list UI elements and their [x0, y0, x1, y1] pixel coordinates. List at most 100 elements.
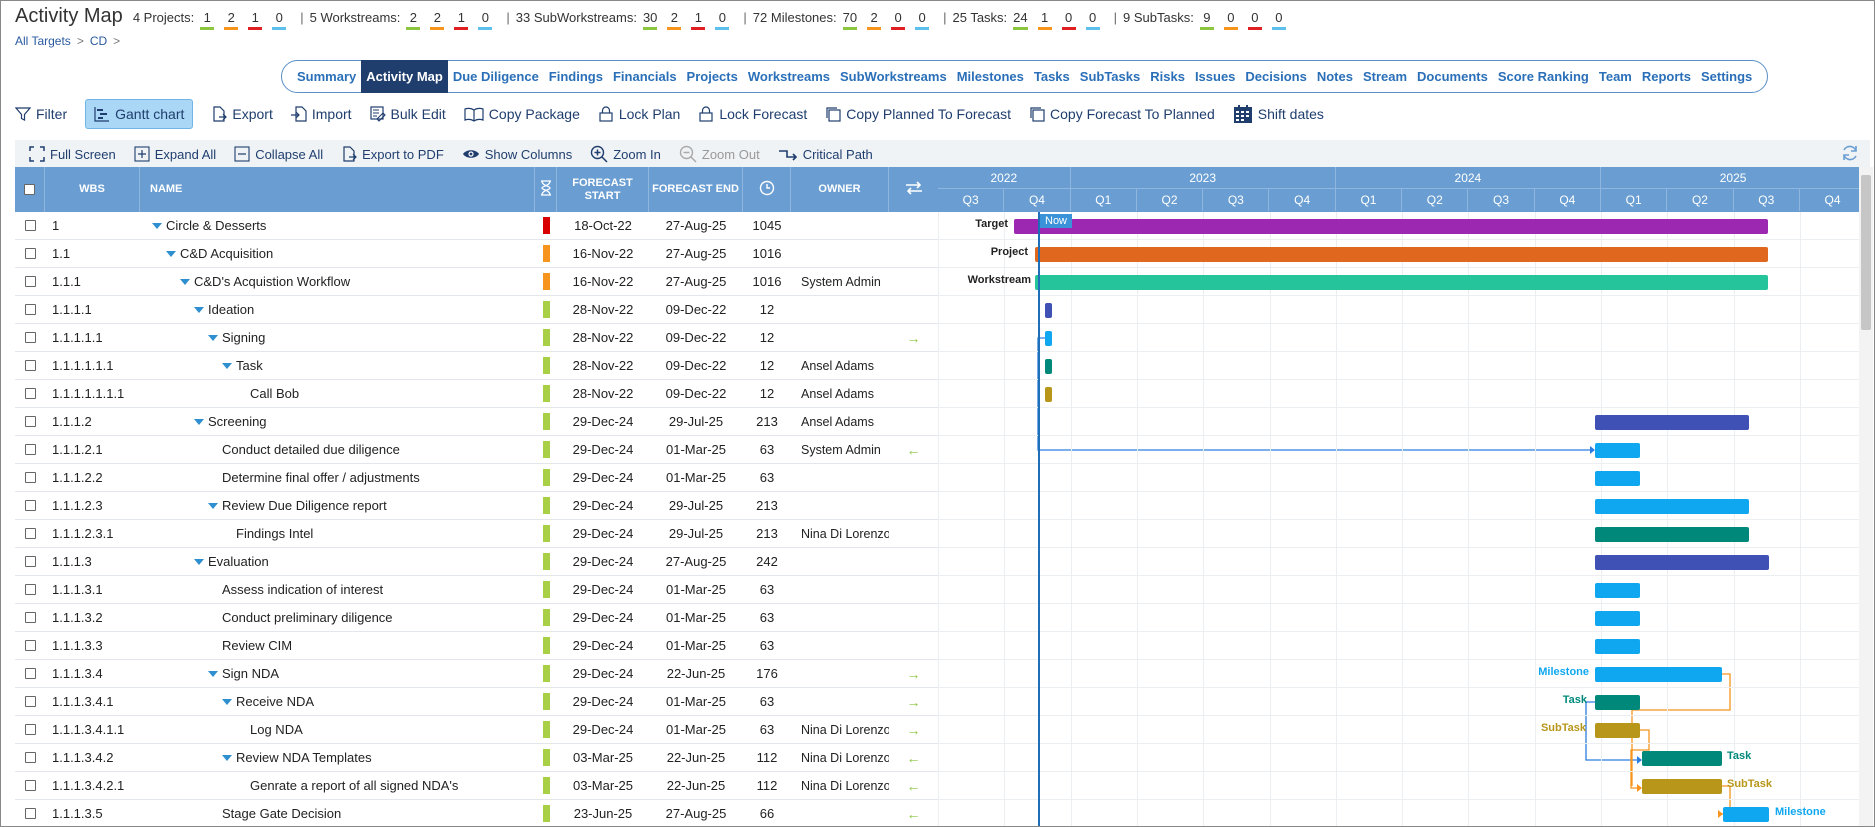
tab-milestones[interactable]: Milestones — [956, 69, 1024, 84]
stat-count[interactable]: 1 — [1037, 10, 1052, 30]
export-button[interactable]: Export — [211, 99, 273, 129]
row-checkbox[interactable] — [24, 696, 36, 707]
zoom-out-button[interactable]: Zoom Out — [679, 140, 760, 168]
milestone-bar[interactable] — [1045, 330, 1052, 346]
row-checkbox[interactable] — [24, 220, 36, 231]
row-checkbox[interactable] — [24, 416, 36, 427]
table-row[interactable]: 1.1.1.3.4.1.1 Log NDA 29-Dec-24 01-Mar-2… — [15, 716, 938, 744]
collapse-all-button[interactable]: Collapse All — [234, 140, 323, 168]
expand-toggle-icon[interactable] — [222, 362, 232, 369]
lock-forecast-button[interactable]: Lock Forecast — [698, 99, 807, 129]
milestone-bar[interactable] — [1045, 302, 1052, 318]
expand-toggle-icon[interactable] — [222, 698, 232, 705]
select-all-checkbox[interactable] — [24, 184, 35, 195]
row-checkbox[interactable] — [24, 276, 36, 287]
milestone-bar[interactable] — [1595, 610, 1640, 626]
name-cell[interactable]: Genrate a report of all signed NDA's — [140, 772, 535, 799]
stat-count[interactable]: 0 — [1223, 10, 1238, 30]
zoom-in-button[interactable]: Zoom In — [590, 140, 661, 168]
stat-count[interactable]: 0 — [915, 10, 930, 30]
stat-count[interactable]: 0 — [478, 10, 493, 30]
tab-activity-map[interactable]: Activity Map — [361, 60, 448, 93]
breadcrumb-current[interactable]: CD — [89, 34, 108, 48]
row-checkbox[interactable] — [24, 612, 36, 623]
tab-tasks[interactable]: Tasks — [1033, 69, 1070, 84]
tab-settings[interactable]: Settings — [1701, 69, 1753, 84]
milestone-bar[interactable] — [1595, 554, 1769, 570]
row-checkbox[interactable] — [24, 808, 36, 819]
tab-issues[interactable]: Issues — [1194, 69, 1236, 84]
tab-team[interactable]: Team — [1598, 69, 1632, 84]
project-bar[interactable] — [1035, 246, 1768, 262]
name-cell[interactable]: Screening — [140, 408, 535, 435]
table-row[interactable]: 1.1.1.1.1.1 Task 28-Nov-22 09-Dec-22 12 … — [15, 352, 938, 380]
tab-risks[interactable]: Risks — [1150, 69, 1185, 84]
dependency-arrow-icon[interactable]: ← — [906, 805, 921, 822]
name-cell[interactable]: Log NDA — [140, 716, 535, 743]
row-checkbox[interactable] — [24, 332, 36, 343]
milestone-bar[interactable] — [1595, 582, 1640, 598]
tab-reports[interactable]: Reports — [1641, 69, 1691, 84]
row-checkbox[interactable] — [24, 584, 36, 595]
dependency-arrow-icon[interactable]: → — [906, 329, 921, 346]
dependency-arrow-icon[interactable]: → — [906, 693, 921, 710]
expand-toggle-icon[interactable] — [208, 670, 218, 677]
row-checkbox[interactable] — [24, 360, 36, 371]
row-checkbox[interactable] — [24, 304, 36, 315]
stat-count[interactable]: 2 — [667, 10, 682, 30]
task-bar[interactable] — [1642, 750, 1722, 766]
subtask-bar[interactable] — [1045, 386, 1052, 402]
milestone-bar[interactable] — [1595, 666, 1722, 682]
expand-all-button[interactable]: Expand All — [134, 140, 216, 168]
name-cell[interactable]: C&D's Acquistion Workflow — [140, 268, 535, 295]
name-cell[interactable]: Determine final offer / adjustments — [140, 464, 535, 491]
name-cell[interactable]: Review NDA Templates — [140, 744, 535, 771]
scrollbar-thumb[interactable] — [1861, 175, 1871, 330]
milestone-bar[interactable] — [1595, 442, 1640, 458]
column-header-name[interactable]: NAME — [140, 167, 535, 212]
row-checkbox[interactable] — [24, 500, 36, 511]
name-cell[interactable]: Evaluation — [140, 548, 535, 575]
column-header-duration[interactable] — [743, 167, 791, 212]
expand-toggle-icon[interactable] — [194, 418, 204, 425]
stat-count[interactable]: 0 — [891, 10, 906, 30]
expand-toggle-icon[interactable] — [222, 754, 232, 761]
tab-summary[interactable]: Summary — [297, 69, 357, 84]
column-header-status[interactable] — [535, 167, 557, 212]
table-row[interactable]: 1.1.1.2.1 Conduct detailed due diligence… — [15, 436, 938, 464]
name-cell[interactable]: Circle & Desserts — [140, 212, 535, 239]
name-cell[interactable]: Stage Gate Decision — [140, 800, 535, 826]
table-row[interactable]: 1.1.1.3.3 Review CIM 29-Dec-24 01-Mar-25… — [15, 632, 938, 660]
export-pdf-button[interactable]: Export to PDF — [341, 140, 444, 168]
expand-toggle-icon[interactable] — [180, 278, 190, 285]
stat-count[interactable]: 24 — [1013, 10, 1028, 30]
expand-toggle-icon[interactable] — [152, 222, 162, 229]
name-cell[interactable]: Assess indication of interest — [140, 576, 535, 603]
stat-count[interactable]: 70 — [842, 10, 858, 30]
name-cell[interactable]: Sign NDA — [140, 660, 535, 687]
table-row[interactable]: 1.1.1.3.5 Stage Gate Decision 23-Jun-25 … — [15, 800, 938, 826]
table-row[interactable]: 1.1.1.1 Ideation 28-Nov-22 09-Dec-22 12 — [15, 296, 938, 324]
column-header-wbs[interactable]: WBS — [45, 167, 140, 212]
name-cell[interactable]: Call Bob — [140, 380, 535, 407]
lock-plan-button[interactable]: Lock Plan — [598, 99, 680, 129]
tab-decisions[interactable]: Decisions — [1245, 69, 1307, 84]
stat-count[interactable]: 0 — [715, 10, 730, 30]
stat-count[interactable]: 1 — [454, 10, 469, 30]
name-cell[interactable]: Findings Intel — [140, 520, 535, 547]
name-cell[interactable]: Conduct detailed due diligence — [140, 436, 535, 463]
stat-count[interactable]: 1 — [200, 10, 215, 30]
table-row[interactable]: 1.1 C&D Acquisition 16-Nov-22 27-Aug-25 … — [15, 240, 938, 268]
expand-toggle-icon[interactable] — [194, 558, 204, 565]
stat-count[interactable]: 1 — [248, 10, 263, 30]
vertical-scrollbar[interactable] — [1859, 167, 1873, 826]
stat-count[interactable]: 0 — [1247, 10, 1262, 30]
table-row[interactable]: 1.1.1.3.4 Sign NDA 29-Dec-24 22-Jun-25 1… — [15, 660, 938, 688]
column-header-owner[interactable]: OWNER — [791, 167, 889, 212]
row-checkbox[interactable] — [24, 472, 36, 483]
column-header-forecast-start[interactable]: FORECAST START — [557, 167, 649, 212]
table-row[interactable]: 1.1.1.2.3 Review Due Diligence report 29… — [15, 492, 938, 520]
expand-toggle-icon[interactable] — [208, 334, 218, 341]
row-checkbox[interactable] — [24, 248, 36, 259]
full-screen-button[interactable]: Full Screen — [29, 140, 116, 168]
